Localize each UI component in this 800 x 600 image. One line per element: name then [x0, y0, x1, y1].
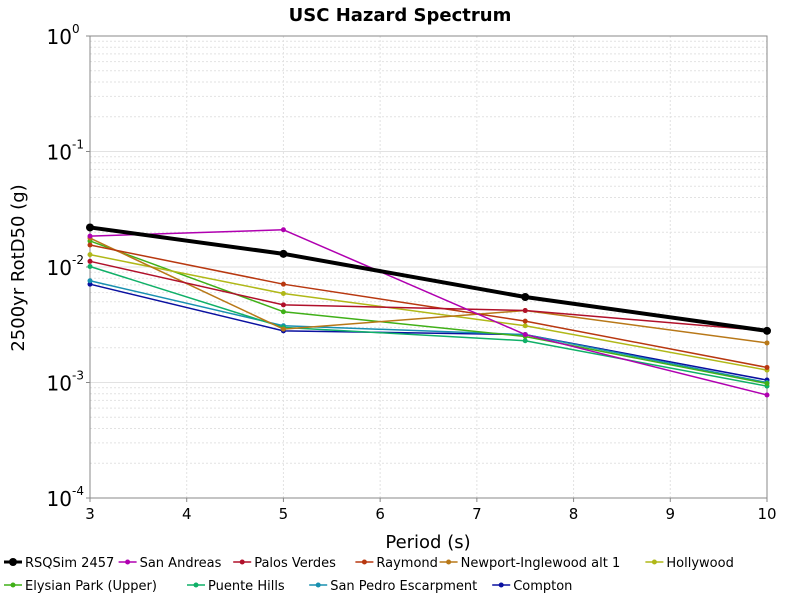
- data-point: [280, 290, 286, 296]
- y-tick-exponent: -4: [72, 484, 84, 498]
- series-line-san-pedro-escarpment: [89, 280, 768, 384]
- data-point: [86, 223, 94, 232]
- y-tick-label: 10: [47, 256, 72, 280]
- legend: RSQSim 2457 San Andreas Palos Verdes Raymon…: [4, 556, 734, 594]
- legend-item: Hollywood: [645, 556, 734, 571]
- legend-swatch-marker: [651, 559, 657, 565]
- legend-label: RSQSim 2457: [25, 556, 114, 571]
- legend-item: Newport-Inglewood alt 1: [439, 556, 621, 571]
- y-tick-label: 10: [47, 372, 72, 396]
- series-line-compton: [89, 283, 768, 381]
- x-tick-label: 10: [757, 505, 776, 523]
- chart-title: USC Hazard Spectrum: [289, 5, 512, 26]
- data-point: [522, 308, 528, 314]
- legend-item: Raymond: [355, 556, 438, 571]
- data-point: [87, 252, 93, 258]
- data-point: [522, 323, 528, 329]
- legend-label: Hollywood: [666, 556, 733, 571]
- legend-swatch-marker: [498, 582, 504, 588]
- data-point: [522, 332, 528, 338]
- x-tick-label: 4: [182, 505, 192, 523]
- legend-label: San Pedro Escarpment: [330, 579, 477, 594]
- legend-swatch-marker: [9, 558, 17, 566]
- legend-item: San Andreas: [118, 556, 222, 571]
- data-point: [87, 264, 93, 270]
- data-point: [280, 281, 286, 287]
- data-point: [521, 292, 530, 301]
- series-lines: [86, 223, 771, 398]
- legend-swatch-marker: [193, 582, 199, 588]
- legend-label: Palos Verdes: [254, 556, 336, 571]
- data-point: [764, 381, 770, 387]
- legend-item: Puente Hills: [187, 579, 285, 594]
- legend-swatch-marker: [315, 582, 321, 588]
- y-tick-label: 10: [47, 487, 72, 511]
- legend-label: Compton: [513, 579, 572, 594]
- data-point: [763, 326, 771, 335]
- legend-item: Elysian Park (Upper): [4, 579, 157, 594]
- data-point: [280, 302, 286, 308]
- series-line-palos-verdes: [89, 260, 768, 332]
- legend-label: Raymond: [376, 556, 438, 571]
- y-tick-exponent: -3: [72, 369, 84, 383]
- legend-swatch-marker: [446, 559, 452, 565]
- y-axis-label: 2500yr RotD50 (g): [8, 184, 29, 351]
- y-tick-exponent: -1: [72, 138, 84, 152]
- x-tick-label: 3: [85, 505, 95, 523]
- y-tick-label: 10: [47, 141, 72, 165]
- series-line-rsqsim-2457: [89, 225, 768, 333]
- series-line-raymond: [89, 244, 768, 369]
- data-point: [280, 227, 286, 233]
- data-point: [87, 258, 93, 264]
- series-line-puente-hills: [89, 265, 768, 387]
- legend-item: Compton: [492, 579, 572, 594]
- legend-label: Puente Hills: [208, 579, 285, 594]
- data-point: [764, 392, 770, 398]
- data-point: [279, 249, 288, 258]
- data-point: [280, 309, 286, 315]
- series-line-hollywood: [89, 253, 768, 371]
- legend-swatch-marker: [10, 582, 16, 588]
- legend-swatch-marker: [125, 559, 131, 565]
- data-point: [280, 326, 286, 332]
- x-tick-label: 5: [279, 505, 289, 523]
- legend-item: RSQSim 2457: [4, 556, 114, 571]
- grid-lines: [89, 36, 768, 499]
- legend-label: San Andreas: [140, 556, 222, 571]
- series-line-elysian-park-upper-: [89, 240, 768, 385]
- data-point: [87, 242, 93, 248]
- series-line-san-andreas: [89, 229, 768, 396]
- y-tick-label: 10: [47, 25, 72, 49]
- legend-label: Newport-Inglewood alt 1: [461, 556, 621, 571]
- legend-label: Elysian Park (Upper): [25, 579, 157, 594]
- x-tick-label: 7: [472, 505, 482, 523]
- legend-item: San Pedro Escarpment: [309, 579, 477, 594]
- x-tick-label: 6: [375, 505, 385, 523]
- data-point: [764, 364, 770, 370]
- x-axis-label: Period (s): [385, 532, 470, 553]
- data-point: [764, 340, 770, 346]
- y-tick-exponent: 0: [72, 22, 80, 36]
- data-point: [87, 278, 93, 284]
- x-tick-label: 9: [666, 505, 676, 523]
- y-tick-exponent: -2: [72, 253, 84, 267]
- data-point: [522, 338, 528, 344]
- data-point: [87, 233, 93, 239]
- legend-swatch-marker: [239, 559, 245, 565]
- legend-item: Palos Verdes: [233, 556, 336, 571]
- x-tick-label: 8: [569, 505, 579, 523]
- legend-swatch-marker: [361, 559, 367, 565]
- data-point: [522, 318, 528, 324]
